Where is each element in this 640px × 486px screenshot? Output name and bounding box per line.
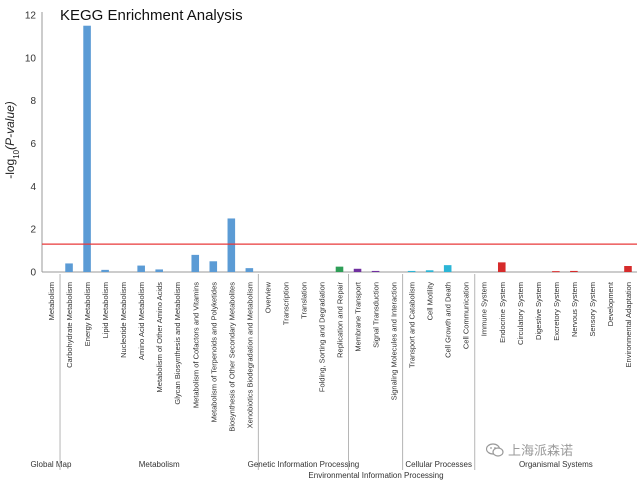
bar bbox=[65, 263, 73, 272]
group-labels: Global Map Metabolism Genetic Information … bbox=[31, 274, 593, 480]
category-label: Environmental Adaptation bbox=[624, 282, 633, 367]
category-label: Signal Transduction bbox=[372, 282, 381, 348]
category-label: Transport and Catabolism bbox=[408, 282, 417, 368]
category-label: Endocrine System bbox=[498, 282, 507, 343]
bars bbox=[65, 25, 632, 273]
category-label: Metabolism bbox=[47, 282, 56, 320]
bar bbox=[335, 266, 344, 272]
category-label: Metabolism of Terpenoids and Polyketides bbox=[209, 282, 218, 423]
category-label: Membrane Transport bbox=[354, 281, 363, 352]
bar bbox=[624, 266, 632, 272]
bar bbox=[227, 218, 236, 272]
category-label: Carbohydrate Metabolism bbox=[65, 282, 74, 368]
category-label: Transcription bbox=[281, 282, 290, 325]
bar bbox=[209, 261, 218, 272]
category-label: Energy Metabolism bbox=[83, 282, 92, 346]
y-tick-label: 2 bbox=[30, 225, 36, 236]
svg-text:-log10(P-value): -log10(P-value) bbox=[3, 101, 21, 179]
y-axis-label-subscript: 10 bbox=[12, 149, 21, 158]
y-tick-label: 12 bbox=[25, 11, 37, 22]
bar bbox=[245, 268, 254, 272]
bar bbox=[497, 262, 506, 272]
category-label: Metabolism of Other Amino Acids bbox=[155, 282, 164, 393]
category-label: Immune System bbox=[480, 282, 489, 336]
group-label: Environmental Information Processing bbox=[308, 471, 443, 480]
category-label: Glycan Biosynthesis and Metabolism bbox=[173, 282, 182, 405]
watermark-text: 上海派森诺 bbox=[508, 444, 574, 459]
y-tick-label: 4 bbox=[30, 182, 36, 193]
category-label: Circulatory System bbox=[516, 282, 525, 345]
category-label: Overview bbox=[263, 281, 272, 313]
category-label: Folding, Sorting and Degradation bbox=[317, 282, 326, 392]
category-label: Cell Motility bbox=[426, 282, 435, 321]
y-tick-label: 6 bbox=[30, 139, 36, 150]
category-labels: Metabolism Carbohydrate Metabolism Energy … bbox=[47, 281, 633, 432]
category-label: Metabolism of Cofactors and Vitamins bbox=[191, 282, 200, 408]
y-axis-label: -log10(P-value) bbox=[3, 101, 21, 179]
wechat-logo-icon bbox=[486, 442, 504, 457]
bar bbox=[371, 270, 380, 272]
y-tick-label: 8 bbox=[30, 96, 36, 107]
category-label: Translation bbox=[299, 282, 308, 319]
group-label: Organismal Systems bbox=[519, 460, 593, 469]
y-axis-label-tail: (P-value) bbox=[3, 101, 17, 150]
category-label: Biosynthesis of Other Secondary Metaboli… bbox=[227, 282, 236, 432]
category-label: Cell Growth and Death bbox=[444, 282, 453, 358]
bar bbox=[552, 271, 560, 273]
category-label: Nervous System bbox=[570, 282, 579, 337]
bar bbox=[407, 270, 416, 272]
group-label: Metabolism bbox=[139, 460, 180, 469]
bar bbox=[155, 269, 163, 272]
category-label: Excretory System bbox=[552, 282, 561, 341]
category-label: Xenobiotics Biodegradation and Metabolis… bbox=[245, 282, 254, 428]
bar bbox=[83, 25, 91, 273]
bar bbox=[191, 254, 200, 272]
group-label: Global Map bbox=[31, 460, 72, 469]
axes bbox=[41, 12, 637, 273]
bar bbox=[425, 270, 434, 272]
bar bbox=[443, 265, 452, 272]
category-label: Replication and Repair bbox=[336, 282, 345, 358]
bar bbox=[570, 270, 578, 272]
bar bbox=[353, 268, 362, 272]
group-label: Genetic Information Processing bbox=[248, 460, 360, 469]
group-label: Cellular Processes bbox=[405, 460, 472, 469]
category-label: Amino Acid Metabolism bbox=[137, 282, 146, 360]
y-tick-label: 10 bbox=[25, 53, 37, 64]
y-ticks: 0 2 4 6 8 10 12 bbox=[25, 11, 37, 279]
category-label: Cell Communication bbox=[462, 282, 471, 349]
bar bbox=[101, 269, 109, 272]
category-label: Lipid Metabolism bbox=[101, 282, 110, 338]
category-label: Signaling Molecules and Interaction bbox=[390, 282, 399, 400]
category-label: Digestive System bbox=[534, 282, 543, 340]
chart-title: KEGG Enrichment Analysis bbox=[60, 7, 243, 24]
category-label: Development bbox=[606, 281, 615, 326]
category-label: Nucleotide Metabolism bbox=[119, 282, 128, 358]
y-axis-label-main: -log bbox=[3, 159, 17, 179]
category-label: Sensory System bbox=[588, 282, 597, 337]
y-tick-label: 0 bbox=[30, 268, 36, 279]
bar bbox=[137, 265, 145, 272]
watermark: 上海派森诺 bbox=[486, 440, 573, 459]
